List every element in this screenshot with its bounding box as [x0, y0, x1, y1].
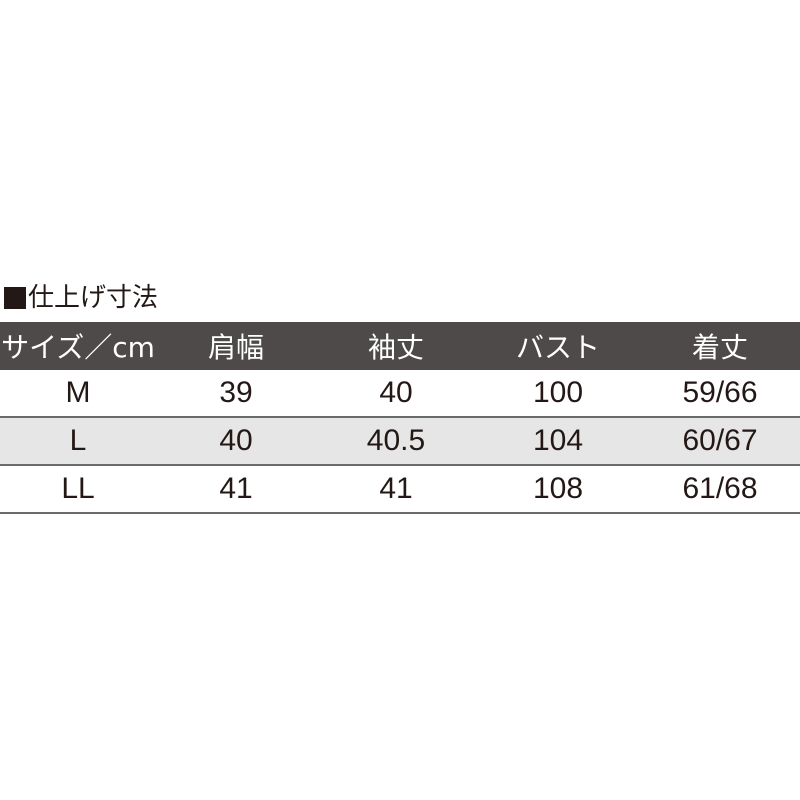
table-row: M 39 40 100 59/66: [0, 370, 800, 417]
cell-length: 60/67: [682, 424, 758, 457]
cell-sleeve: 40: [379, 376, 413, 409]
table-row: LL 41 41 108 61/68: [0, 465, 800, 513]
header-sleeve: 袖丈: [367, 331, 424, 364]
cell-size: LL: [61, 472, 95, 505]
cell-shoulder: 40: [219, 424, 253, 457]
square-bullet-icon: [4, 287, 26, 309]
header-length: 着丈: [691, 331, 748, 364]
cell-length: 59/66: [682, 376, 758, 409]
header-size: サイズ／cm: [1, 331, 155, 364]
cell-shoulder: 41: [219, 472, 253, 505]
section-title-text: 仕上げ寸法: [28, 283, 159, 313]
cell-shoulder: 39: [219, 376, 253, 409]
cell-bust: 108: [532, 472, 584, 505]
cell-bust: 100: [532, 376, 584, 409]
cell-sleeve: 40.5: [366, 424, 426, 457]
header-bust: バスト: [515, 331, 600, 364]
cell-sleeve: 41: [379, 472, 413, 505]
size-table: サイズ／cm 肩幅 袖丈 バスト 着丈 M 39 40 100 59/66 L …: [0, 322, 800, 514]
table-row: L 40 40.5 104 60/67: [0, 417, 800, 465]
cell-length: 61/68: [682, 472, 758, 505]
table-header-row: サイズ／cm 肩幅 袖丈 バスト 着丈: [0, 322, 800, 370]
section-title: 仕上げ寸法: [4, 282, 158, 314]
header-shoulder: 肩幅: [207, 331, 264, 364]
cell-bust: 104: [532, 424, 584, 457]
cell-size: L: [69, 424, 87, 457]
cell-size: M: [65, 376, 91, 409]
